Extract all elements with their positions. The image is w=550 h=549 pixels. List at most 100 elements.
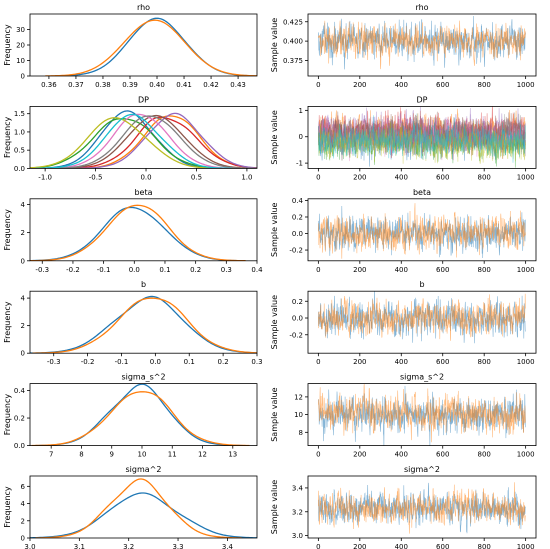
trace-rho-x-tick-label: 0	[316, 81, 320, 89]
trace-sigma-s-2-y-axis-label: Sample value	[270, 387, 279, 441]
density-rho-x-tick-label: 0.43	[230, 81, 246, 89]
density-sigma-2-y-tick-label: 0	[21, 535, 25, 543]
trace-rho-frame	[307, 13, 537, 77]
density-beta-x-tick-label: 0.2	[190, 266, 201, 274]
trace-b-panel: b Sample value 0 200 400 600 800 1000 -0.2 0.0 0.2	[270, 280, 537, 366]
trace-dp-y-tick-label: -1	[296, 160, 303, 168]
density-dp-series-group	[30, 110, 257, 169]
density-rho-x-tick-label: 0.41	[176, 81, 192, 89]
density-sigma-s-2-panel: sigma_s^2 Frequency 7 8 9 10 11 12 13 0.0 0.2 0.4	[3, 373, 258, 459]
density-beta-frame	[29, 198, 258, 262]
trace-dp-series-group	[318, 106, 526, 168]
density-sigma-s-2-y-tick-label: 0.0	[14, 442, 25, 450]
density-sigma-2-title: sigma^2	[126, 465, 162, 474]
trace-rho-x-tick-label: 200	[353, 81, 366, 89]
density-b-x-tick-label: 0.2	[218, 358, 229, 366]
density-sigma-2-y-tick-label: 2	[21, 517, 25, 525]
density-sigma-2-x-tick-label: 3.1	[74, 543, 85, 549]
trace-rho-title: rho	[415, 3, 428, 12]
trace-rho-x-tick-label: 400	[395, 81, 408, 89]
density-rho-panel: rho Frequency 0.36 0.37 0.38 0.39 0.40 0.41 0.42…	[3, 3, 258, 89]
density-b-series-group	[30, 295, 257, 354]
density-b-frame	[29, 290, 258, 354]
density-sigma-s-2-title: sigma_s^2	[121, 373, 165, 382]
trace-sigma-s-2-series-group	[318, 383, 526, 446]
density-dp-y-tick-label: 1.5	[14, 110, 25, 118]
trace-sigma-2-y-axis-label: Sample value	[270, 480, 279, 534]
trace-beta-trace-2	[318, 203, 526, 259]
density-dp-y-tick-label: 1.0	[14, 128, 25, 136]
density-dp-curve-6	[54, 114, 257, 169]
density-sigma-s-2-x-tick-label: 12	[198, 451, 207, 459]
density-b-y-tick-label: 2	[21, 322, 25, 330]
density-b-x-tick-label: 0.3	[251, 358, 262, 366]
density-dp-curve-3	[30, 118, 233, 169]
trace-sigma-2-trace-1	[318, 482, 526, 534]
trace-beta-y-tick-label: 0.4	[292, 197, 304, 205]
trace-sigma-s-2-x-tick-label: 200	[353, 451, 366, 459]
density-sigma-s-2-x-tick-label: 9	[109, 451, 113, 459]
density-beta-y-tick-label: 0	[21, 257, 25, 265]
density-beta-y-tick-label: 4	[21, 201, 26, 209]
density-sigma-2-y-axis-label: Frequency	[3, 486, 12, 528]
trace-rho-x-tick-label: 800	[477, 81, 490, 89]
density-sigma-2-curve-2	[35, 478, 242, 538]
density-beta-x-tick-label: 0.4	[251, 266, 263, 274]
trace-dp-frame	[307, 106, 537, 169]
trace-b-frame	[307, 290, 537, 354]
trace-b-x-tick-label: 600	[436, 358, 449, 366]
trace-dp-x-tick-label: 400	[395, 173, 408, 181]
trace-beta-y-axis-label: Sample value	[270, 203, 279, 257]
density-b-x-tick-label: -0.1	[115, 358, 129, 366]
trace-beta-x-tick-label: 600	[436, 266, 449, 274]
trace-beta-trace-1	[318, 205, 526, 259]
trace-sigma-s-2-x-tick-label: 1000	[517, 451, 535, 459]
trace-sigma-2-title: sigma^2	[404, 465, 440, 474]
density-beta-x-tick-label: -0.1	[97, 266, 111, 274]
trace-sigma-2-x-tick-label: 200	[353, 543, 366, 549]
density-dp-curve-1	[33, 110, 223, 169]
trace-sigma-s-2-y-tick-label: 10	[294, 411, 303, 419]
density-beta-y-tick-label: 2	[21, 229, 25, 237]
density-b-curve-1	[30, 295, 257, 354]
density-dp-y-tick-label: 0.5	[14, 147, 25, 155]
density-beta-curve-2	[30, 204, 246, 261]
trace-rho-series-group	[318, 15, 526, 70]
density-dp-curve-8	[49, 115, 253, 169]
density-dp-x-tick-label: -1.0	[38, 173, 52, 181]
trace-dp-x-tick-label: 600	[436, 173, 449, 181]
trace-sigma-s-2-trace-2	[318, 383, 526, 443]
density-sigma-2-x-tick-label: 3.4	[222, 543, 234, 549]
density-rho-y-tick-label: 20	[16, 42, 25, 50]
density-sigma-2-frame	[29, 475, 258, 539]
density-b-x-tick-label: -0.2	[81, 358, 95, 366]
density-sigma-2-series-group	[30, 478, 257, 538]
trace-b-y-axis-label: Sample value	[270, 295, 279, 349]
density-sigma-s-2-x-tick-label: 7	[49, 451, 53, 459]
density-sigma-s-2-y-tick-label: 0.4	[14, 387, 26, 395]
density-sigma-2-curve-1	[30, 492, 257, 538]
trace-b-x-tick-label: 0	[316, 358, 320, 366]
density-sigma-s-2-frame	[29, 383, 258, 447]
trace-beta-x-tick-label: 800	[477, 266, 490, 274]
trace-beta-x-tick-label: 400	[395, 266, 408, 274]
density-sigma-s-2-series-group	[31, 383, 250, 446]
trace-sigma-2-panel: sigma^2 Sample value 0 200 400 600 800 1000 3.0 3…	[270, 465, 537, 549]
density-dp-y-axis-label: Frequency	[3, 116, 12, 158]
trace-sigma-2-series-group	[318, 482, 526, 534]
density-b-x-tick-label: 0.1	[184, 358, 195, 366]
density-beta-curve-1	[30, 206, 245, 261]
trace-dp-trace-10	[318, 113, 526, 163]
trace-sigma-s-2-x-tick-label: 0	[316, 451, 320, 459]
density-dp-y-tick-label: 0.0	[14, 165, 25, 173]
density-rho-curve-2	[45, 19, 257, 76]
trace-sigma-s-2-y-tick-label: 12	[294, 393, 303, 401]
trace-dp-x-tick-label: 200	[353, 173, 366, 181]
trace-sigma-s-2-x-tick-label: 800	[477, 451, 490, 459]
trace-sigma-2-y-tick-label: 3.2	[292, 508, 303, 516]
density-beta-series-group	[30, 204, 246, 261]
trace-beta-title: beta	[413, 188, 431, 197]
density-b-y-axis-label: Frequency	[3, 301, 12, 343]
density-rho-series-group	[45, 17, 257, 76]
